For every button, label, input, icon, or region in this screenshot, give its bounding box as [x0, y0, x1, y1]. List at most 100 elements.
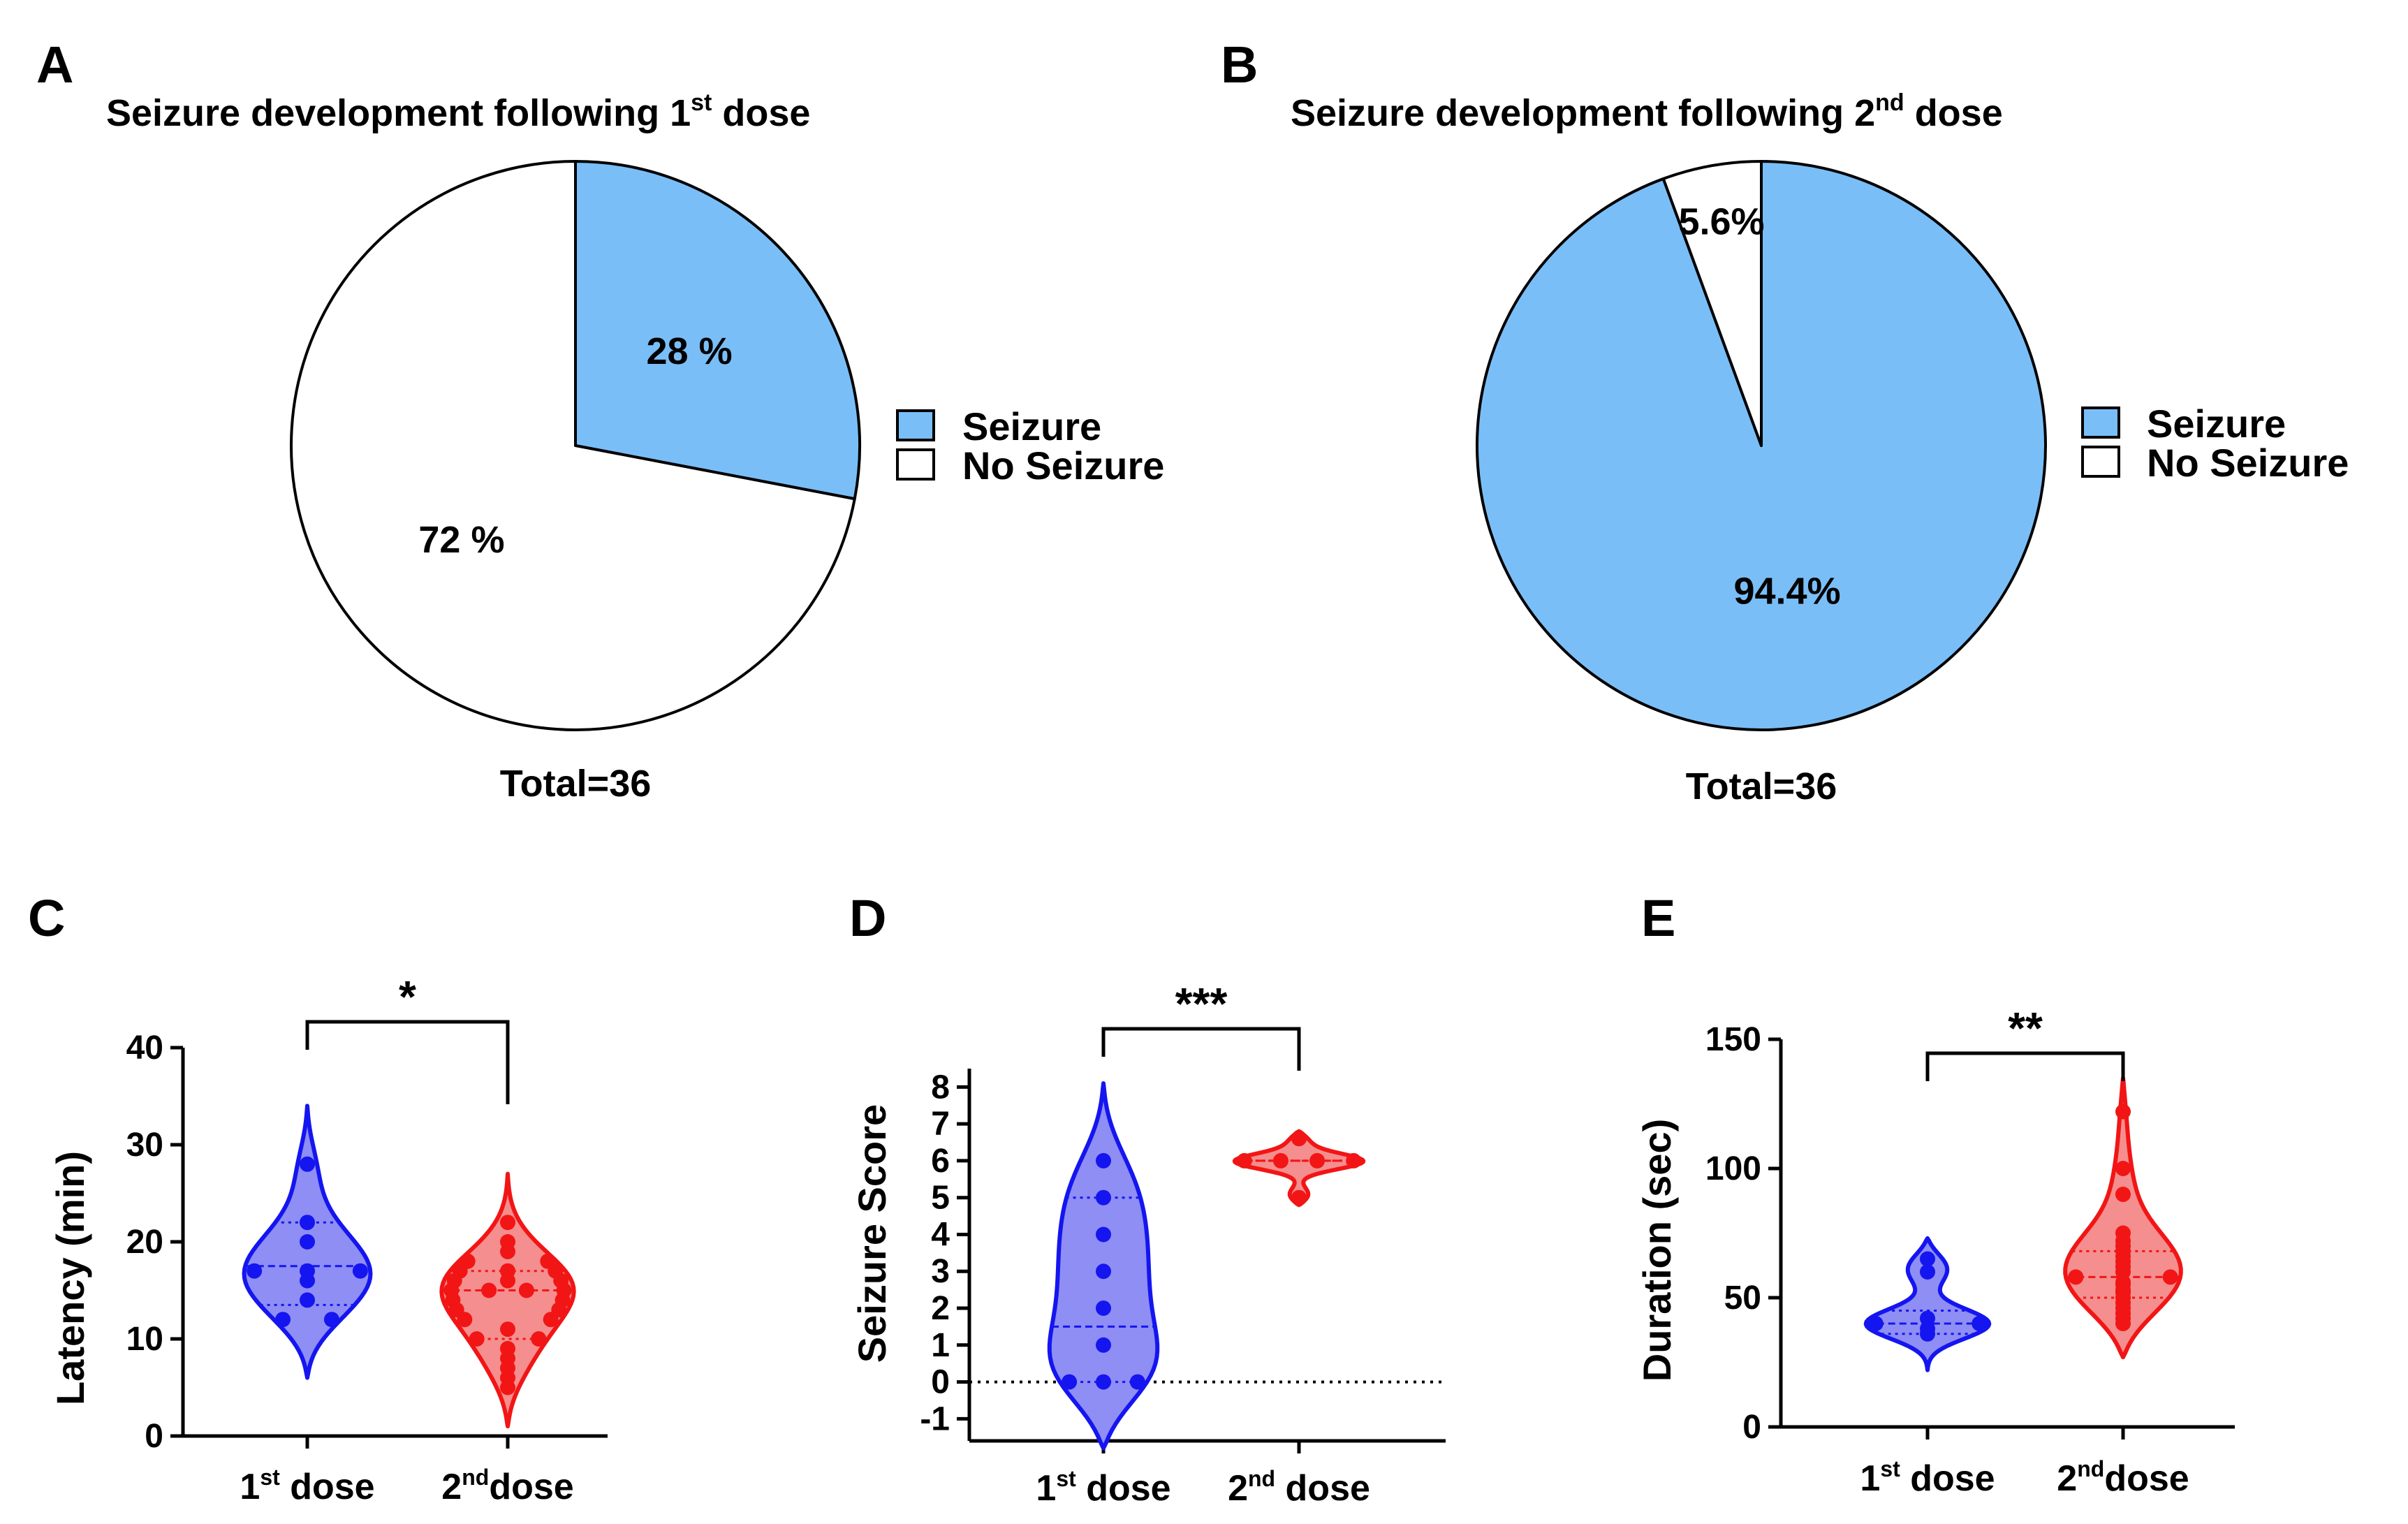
data-point — [500, 1243, 515, 1259]
panel-d-ylabel: Seizure Score — [850, 1104, 894, 1363]
data-point — [300, 1292, 315, 1308]
data-point — [500, 1379, 515, 1395]
data-point — [1096, 1152, 1111, 1168]
data-point — [457, 1312, 473, 1328]
data-point — [1920, 1251, 1935, 1267]
y-tick-label: 0 — [931, 1364, 950, 1401]
data-point — [323, 1312, 339, 1328]
y-tick-label: 30 — [126, 1127, 163, 1164]
data-point — [2115, 1316, 2131, 1331]
pie-b-label-no-seizure: 5.6% — [1678, 200, 1764, 242]
data-point — [531, 1331, 547, 1347]
data-point — [2162, 1269, 2178, 1285]
y-tick-label: 0 — [1742, 1409, 1761, 1446]
pie-a-slice-seizure — [574, 160, 861, 501]
data-point — [1272, 1152, 1289, 1168]
data-point — [1972, 1316, 1988, 1331]
panel-a: A Seizure development following 1st dose… — [36, 36, 1164, 805]
data-point — [247, 1263, 263, 1279]
legend-a-no-seizure-swatch — [896, 448, 935, 481]
panel-e-significance: ** — [2008, 1003, 2043, 1053]
pie-b-label-seizure: 94.4% — [1733, 570, 1840, 612]
data-point — [543, 1312, 559, 1328]
significance-bracket — [1101, 1027, 1301, 1071]
y-tick-label: 50 — [1724, 1280, 1761, 1317]
data-point — [1096, 1374, 1111, 1390]
data-point — [300, 1273, 315, 1289]
legend-a-seizure-label: Seizure — [962, 404, 1101, 448]
panel-b: B Seizure development following 2nd dose… — [1221, 36, 2349, 807]
significance-bracket — [1925, 1051, 2125, 1081]
data-point — [500, 1215, 515, 1231]
data-point — [1920, 1264, 1935, 1280]
panel-c-plot — [181, 1020, 608, 1449]
y-tick-label: 20 — [126, 1224, 163, 1261]
y-tick-label: 4 — [931, 1216, 950, 1253]
pie-a: 28 % 72 % — [290, 160, 861, 731]
data-point — [500, 1273, 515, 1289]
data-point — [1096, 1337, 1111, 1353]
y-tick-label: 3 — [931, 1253, 950, 1290]
y-tick-label: 40 — [126, 1030, 163, 1067]
panel-d-plot — [967, 1027, 1446, 1453]
data-point — [1096, 1189, 1111, 1206]
y-tick-label: 7 — [931, 1106, 950, 1143]
data-point — [300, 1156, 315, 1172]
data-point — [1346, 1152, 1362, 1168]
data-point — [2115, 1161, 2131, 1176]
data-point — [2068, 1269, 2084, 1285]
y-tick-label: 8 — [931, 1069, 950, 1106]
pie-b: 94.4% 5.6% — [1476, 160, 2047, 731]
data-point — [1291, 1131, 1307, 1147]
data-point — [2115, 1187, 2131, 1202]
legend-a-seizure-swatch — [896, 409, 935, 441]
pie-b-slice-no-seizure — [1661, 160, 1763, 447]
y-tick-label: 6 — [931, 1143, 950, 1180]
panel-a-title: Seizure development following 1st dose — [106, 89, 810, 134]
panel-c-xcat-2: 2nddose — [441, 1465, 573, 1507]
violin-1 — [1863, 1236, 1992, 1372]
panel-c: C Latency (min) 0 10 20 30 40 1st dose 2nddo… — [28, 889, 608, 1507]
data-point — [1096, 1226, 1111, 1243]
panel-d-xcat-1: 1st dose — [1036, 1466, 1170, 1509]
panel-a-letter: A — [36, 36, 73, 94]
data-point — [518, 1282, 534, 1298]
data-point — [1096, 1300, 1111, 1317]
data-point — [300, 1215, 315, 1231]
panel-b-title: Seizure development following 2nd dose — [1291, 89, 2003, 134]
y-tick-label: 0 — [145, 1418, 163, 1455]
y-tick-label: 1 — [931, 1327, 950, 1364]
panel-c-letter: C — [28, 889, 65, 947]
data-point — [1062, 1374, 1078, 1390]
data-point — [1309, 1152, 1326, 1168]
y-tick-label: 150 — [1705, 1021, 1761, 1058]
data-point — [1096, 1263, 1111, 1280]
panel-b-total: Total=36 — [1686, 765, 1837, 807]
data-point — [1291, 1189, 1307, 1206]
y-tick-label: -1 — [920, 1400, 950, 1437]
data-point — [1867, 1316, 1884, 1331]
panel-c-ylabel: Latency (min) — [48, 1151, 92, 1405]
panel-e-xcat-2: 2nddose — [2057, 1456, 2189, 1499]
panel-e-xcat-1: 1st dose — [1860, 1456, 1995, 1499]
y-tick-label: 5 — [931, 1180, 950, 1217]
y-tick-label: 2 — [931, 1290, 950, 1327]
panel-e-yticks: 0 50 100 150 — [1705, 1021, 1781, 1446]
data-point — [1129, 1374, 1145, 1390]
data-point — [1236, 1152, 1252, 1168]
data-point — [2115, 1104, 2131, 1120]
data-point — [300, 1234, 315, 1250]
panel-e-ylabel: Duration (sec) — [1635, 1119, 1679, 1382]
data-point — [1920, 1326, 1935, 1342]
panel-c-significance: * — [399, 972, 416, 1022]
data-point — [469, 1331, 485, 1347]
panel-e-letter: E — [1641, 889, 1675, 947]
panel-a-total: Total=36 — [500, 763, 652, 805]
data-point — [275, 1312, 291, 1328]
legend-b-seizure-label: Seizure — [2147, 402, 2286, 446]
panel-b-letter: B — [1221, 36, 1258, 94]
y-tick-label: 10 — [126, 1321, 163, 1358]
